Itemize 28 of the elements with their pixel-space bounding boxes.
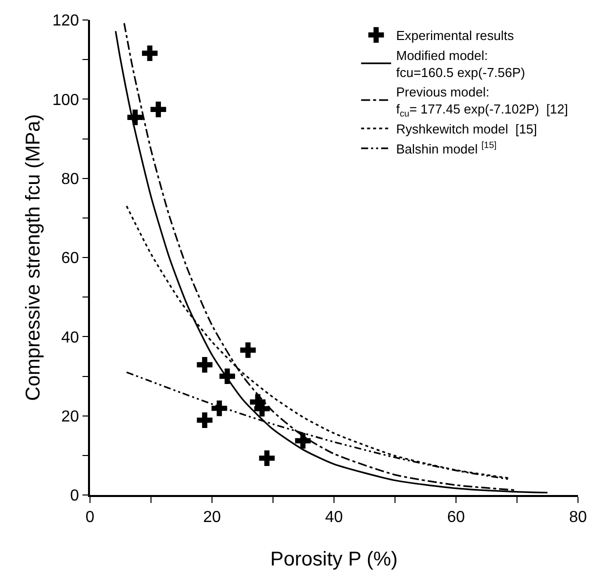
point [212,400,228,416]
point [259,450,275,466]
point [240,342,256,358]
x-axis-title: Porosity P (%) [270,548,398,570]
x-tick-label: 40 [325,508,343,526]
y-tick-label: 80 [61,170,80,188]
x-tick-label: 0 [86,508,95,526]
y-tick-label: 40 [61,329,80,346]
y-tick-label: 0 [70,488,80,505]
x-tick-label: 20 [203,508,221,526]
point [295,432,311,449]
legend-label: Experimental results [396,28,514,44]
legend-label: Balshin model $^{[15]}$ [396,140,497,156]
legend-label: Ryshkewitch model [15] [396,122,538,137]
legend-label: Previous model: f$_{cu}$= 177.45 exp(-7.102P) [12] [396,84,568,118]
y-tick-label: 20 [61,408,80,426]
x-tick-label: 80 [569,508,587,526]
point [142,45,158,62]
x-tick-label: 60 [447,508,465,526]
y-tick-label: 60 [61,250,80,268]
point [196,412,212,428]
point [219,368,236,384]
point [196,356,212,373]
y-tick-label: 120 [52,12,80,30]
legend-label: Modified model: fcu=160.5 exp(-7.56P) [396,48,526,80]
y-tick-label: 100 [52,92,80,109]
point [150,102,166,118]
y-axis-title: Compressive strength fcu (MPa) [22,114,44,401]
